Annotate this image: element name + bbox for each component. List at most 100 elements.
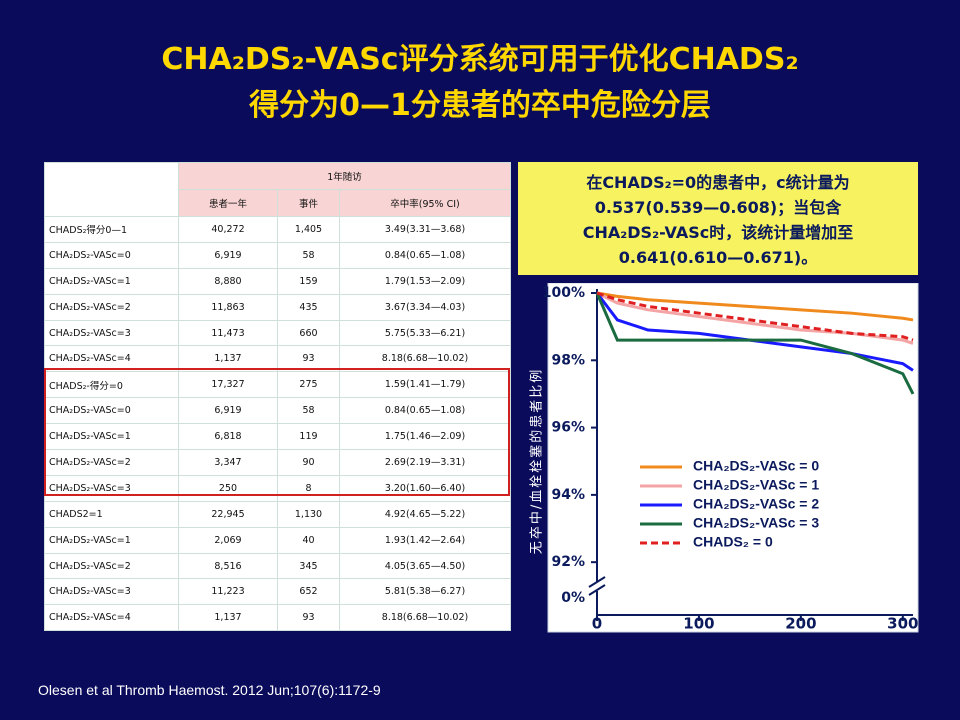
table-cell: 0.84(0.65—1.08) — [339, 241, 511, 269]
table-cell: 6,919 — [178, 241, 278, 269]
y-tick-label: 98% — [551, 352, 585, 368]
x-tick-label: 200 — [785, 615, 816, 633]
table-cell: 4.05(3.65—4.50) — [339, 552, 511, 580]
data-table: 1年随访 患者一年 事件 卒中率(95% CI) CHADS₂得分0—1 40,272 1,… — [44, 162, 511, 632]
highlight-box — [44, 368, 510, 496]
table-cell: CHA₂DS₂-VASc=2 — [44, 293, 179, 321]
table-row: CHA₂DS₂-VASc=3 11,223 652 5.81(5.38—6.27) — [44, 578, 511, 606]
table-cell: 40,272 — [178, 216, 278, 243]
table-cell: CHA₂DS₂-VASc=4 — [44, 604, 179, 632]
table-cell: 93 — [277, 604, 340, 632]
table-cell: 2.69(2.19—3.31) — [339, 449, 511, 476]
table-cell: 1,130 — [277, 500, 340, 528]
table-cell: CHADS₂得分0—1 — [44, 216, 179, 243]
table-cell: 652 — [277, 578, 340, 606]
table-cell: 11,863 — [178, 293, 278, 321]
table-cell: 8.18(6.68—10.02) — [339, 345, 511, 373]
table-cell: 1.93(1.42—2.64) — [339, 526, 511, 554]
callout-line: CHA₂DS₂-VASc时，该统计量增加至 — [582, 223, 854, 242]
table-cell: 5.75(5.33—6.21) — [339, 319, 511, 347]
table-cell: 6,919 — [178, 397, 278, 425]
table-cell: 22,945 — [178, 500, 278, 528]
header-cell — [44, 162, 179, 217]
table-cell: CHA₂DS₂-VASc=3 — [44, 578, 179, 606]
callout-line: 0.537(0.539—0.608)；当包含 — [594, 198, 842, 217]
table-row: CHA₂DS₂-VASc=4 1,137 93 8.18(6.68—10.02) — [44, 345, 511, 373]
table-cell: 11,223 — [178, 578, 278, 606]
table-row: CHADS2=1 22,945 1,130 4.92(4.65—5.22) — [44, 500, 511, 528]
table-row: CHA₂DS₂-VASc=1 2,069 40 1.93(1.42—2.64) — [44, 526, 511, 554]
table-cell: 119 — [277, 423, 340, 451]
table-cell: CHADS2=1 — [44, 500, 179, 528]
table-row: CHA₂DS₂-VASc=2 8,516 345 4.05(3.65—4.50) — [44, 552, 511, 580]
legend-label: CHA₂DS₂-VASc = 0 — [693, 458, 819, 474]
y-tick-label: 92% — [551, 554, 585, 570]
y-tick-label: 0% — [561, 590, 585, 606]
table-cell: 435 — [277, 293, 340, 321]
axis-break-gap — [589, 582, 605, 591]
table-cell: CHA₂DS₂-VASc=2 — [44, 552, 179, 580]
table-row: CHADS₂-得分=0 17,327 275 1.59(1.41—1.79) — [44, 371, 511, 399]
table-cell: 1,137 — [178, 345, 278, 373]
table-cell: 8,516 — [178, 552, 278, 580]
table-cell: 8,880 — [178, 267, 278, 295]
callout: 在CHADS₂=0的患者中，c统计量为 0.537(0.539—0.608)；当包… — [518, 162, 918, 275]
table-cell: CHA₂DS₂-VASc=3 — [44, 319, 179, 347]
table-cell: CHA₂DS₂-VASc=1 — [44, 267, 179, 295]
title-line: 得分为0—1分患者的卒中危险分层 — [249, 88, 711, 123]
citation: Olesen et al Thromb Haemost. 2012 Jun;10… — [38, 682, 381, 698]
header-row: 患者一年 事件 卒中率(95% CI) — [45, 189, 511, 217]
column-header: 患者一年 — [178, 189, 278, 217]
column-header: 卒中率(95% CI) — [339, 189, 511, 217]
table-cell: 1.59(1.41—1.79) — [339, 371, 511, 399]
table-cell: 1,405 — [277, 216, 340, 243]
column-header: 事件 — [277, 189, 340, 217]
table-cell: 250 — [178, 474, 278, 502]
header-cell: 1年随访 — [178, 162, 511, 190]
table-cell: CHA₂DS₂-VASc=4 — [44, 345, 179, 373]
table-cell: 2,069 — [178, 526, 278, 554]
table-cell: 11,473 — [178, 319, 278, 347]
callout-line: 0.641(0.610—0.671)。 — [618, 248, 818, 267]
table-cell: 1.79(1.53—2.09) — [339, 267, 511, 295]
table-cell: 345 — [277, 552, 340, 580]
table-cell: CHA₂DS₂-VASc=0 — [44, 241, 179, 269]
table-cell: 4.92(4.65—5.22) — [339, 500, 511, 528]
x-tick-label: 100 — [683, 615, 714, 633]
table-cell: 660 — [277, 319, 340, 347]
table-cell: CHA₂DS₂-VASc=0 — [44, 397, 179, 425]
y-tick-label: 96% — [551, 420, 585, 436]
table-row: CHA₂DS₂-VASc=2 11,863 435 3.67(3.34—4.03) — [44, 293, 511, 321]
legend-label: CHA₂DS₂-VASc = 1 — [693, 477, 819, 493]
axis-break — [588, 576, 606, 588]
y-axis-label: 无卒中/血栓栓塞的患者比例 — [529, 368, 545, 554]
table-cell: CHA₂DS₂-VASc=1 — [44, 526, 179, 554]
table-cell: 3.67(3.34—4.03) — [339, 293, 511, 321]
legend-label: CHA₂DS₂-VASc = 3 — [693, 515, 819, 531]
series-line — [596, 291, 914, 345]
legend-label: CHADS₂ = 0 — [693, 534, 773, 550]
table-row: CHA₂DS₂-VASc=3 11,473 660 5.75(5.33—6.21) — [44, 319, 511, 347]
table-cell: 8.18(6.68—10.02) — [339, 604, 511, 632]
y-tick-label: 100% — [542, 285, 585, 301]
table-cell: 3.49(3.31—3.68) — [339, 216, 511, 243]
legend-label: CHA₂DS₂-VASc = 2 — [693, 496, 819, 512]
callout-line: 在CHADS₂=0的患者中，c统计量为 — [586, 173, 850, 192]
table-cell: 5.81(5.38—6.27) — [339, 578, 511, 606]
y-tick-label: 94% — [551, 487, 585, 503]
axis-break — [588, 584, 606, 596]
chart: 无卒中/血栓栓塞的患者比例 0% 92% 94% 96% 98% 100% 0 100 200 30… — [529, 283, 919, 633]
table-row: CHA₂DS₂-VASc=2 3,347 90 2.69(2.19—3.31) — [44, 449, 511, 476]
table-row: CHA₂DS₂-VASc=4 1,137 93 8.18(6.68—10.02) — [44, 604, 511, 632]
table-cell: 1,137 — [178, 604, 278, 632]
series-line — [596, 291, 914, 322]
table-cell: 40 — [277, 526, 340, 554]
table-cell: 58 — [277, 241, 340, 269]
table-row: CHA₂DS₂-VASc=3 250 8 3.20(1.60—6.40) — [44, 474, 511, 502]
series-line — [596, 291, 914, 342]
table-row: CHA₂DS₂-VASc=1 8,880 159 1.79(1.53—2.09) — [44, 267, 511, 295]
table-row: CHADS₂得分0—1 40,272 1,405 3.49(3.31—3.68) — [44, 216, 511, 243]
table-cell: 159 — [277, 267, 340, 295]
x-tick-label: 300 — [887, 615, 918, 633]
header-row: 1年随访 — [44, 162, 511, 217]
